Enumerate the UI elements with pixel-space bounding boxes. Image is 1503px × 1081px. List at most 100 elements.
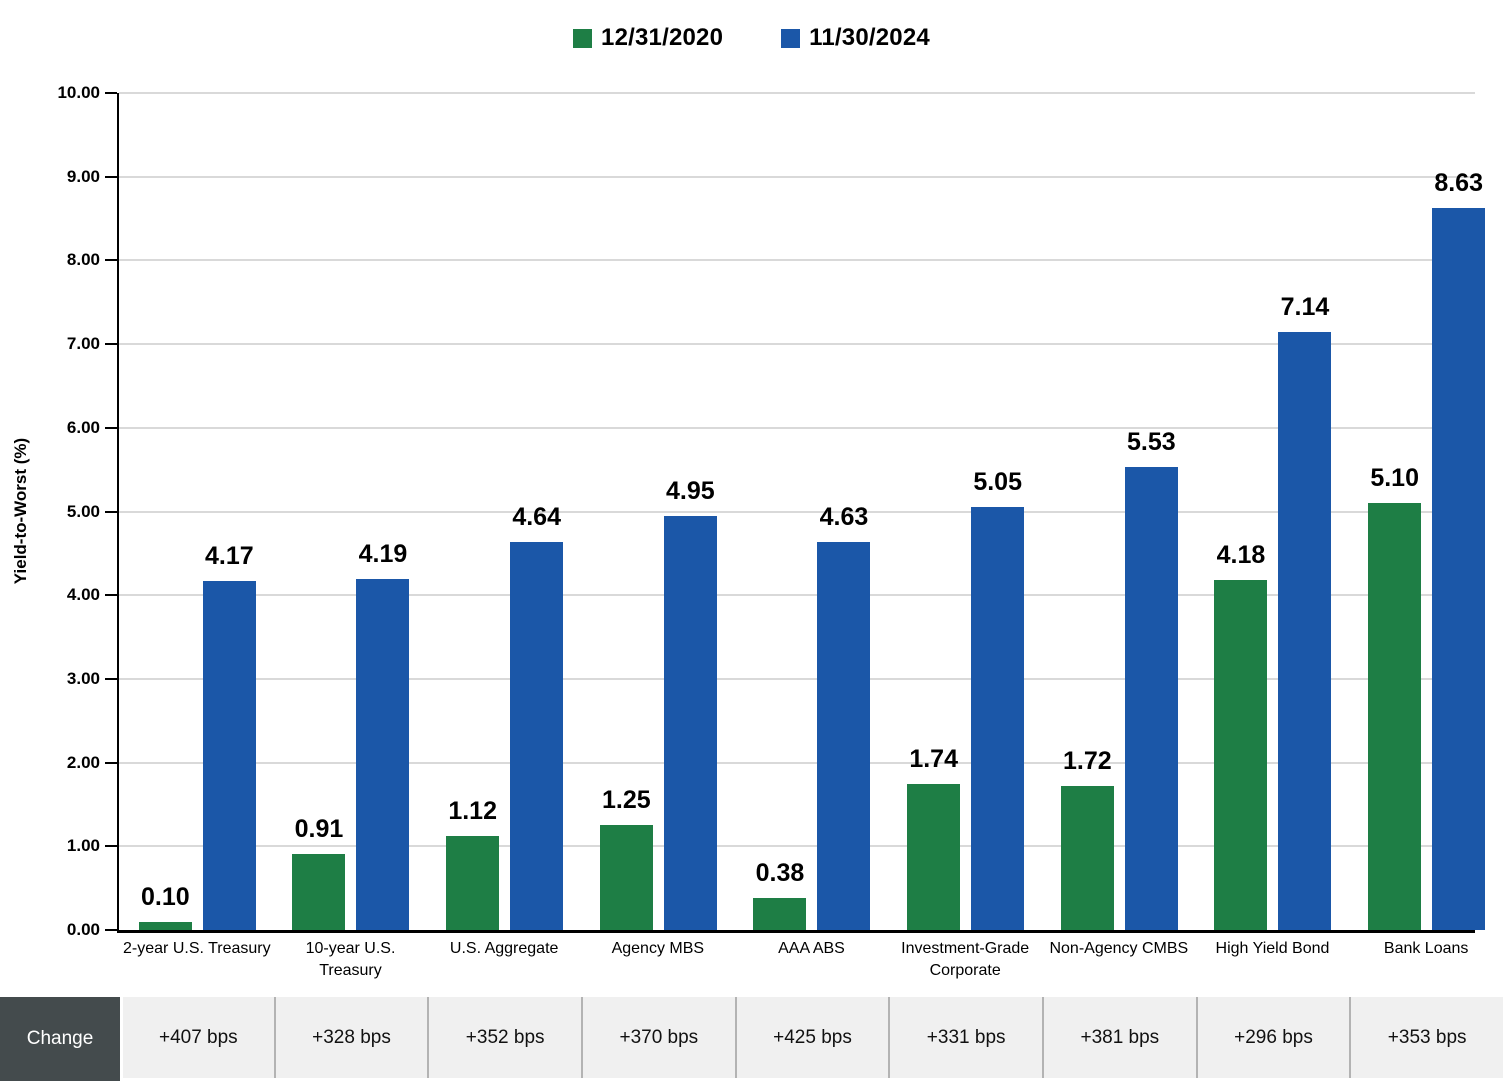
change-cell: +370 bps	[581, 997, 735, 1078]
bar-value-label: 0.38	[755, 859, 805, 888]
bar-blue	[1432, 207, 1486, 930]
bar-blue	[1278, 332, 1332, 930]
gridline	[119, 175, 1475, 178]
bar-value-label: 5.53	[1126, 428, 1176, 457]
y-tick-label: 2.00	[66, 752, 100, 772]
y-tick-label: 0.00	[66, 920, 100, 939]
category-label: Investment-Grade Corporate	[901, 940, 1030, 980]
y-tick-mark	[105, 594, 117, 597]
legend-label: 11/30/2024	[809, 24, 930, 51]
y-tick-label: 3.00	[66, 668, 100, 688]
category-label: 2-year U.S. Treasury	[123, 940, 271, 957]
gridline	[119, 426, 1475, 429]
bar-value-label: 5.05	[973, 468, 1022, 497]
legend-swatch-icon	[573, 28, 593, 48]
y-tick-label: 7.00	[66, 334, 100, 354]
gridline	[119, 510, 1475, 513]
y-tick-mark	[105, 343, 117, 346]
y-tick-mark	[105, 677, 117, 680]
bar-group: 0.38 4.63	[737, 93, 891, 930]
bar-value-label: 4.95	[665, 476, 715, 505]
y-tick-mark	[105, 92, 117, 94]
y-tick-label: 6.00	[66, 417, 100, 437]
category-label: AAA ABS	[778, 940, 845, 957]
gridline	[119, 594, 1475, 597]
category-label: Non-Agency CMBS	[1049, 940, 1189, 957]
bar-green	[907, 784, 961, 930]
bar-green	[1368, 503, 1422, 930]
gridline	[119, 92, 1475, 94]
bar-blue	[356, 579, 410, 930]
bar-blue	[510, 541, 564, 930]
y-tick-mark	[105, 510, 117, 513]
bar-value-label: 4.63	[819, 503, 869, 532]
bar-blue	[817, 542, 871, 930]
chart-legend: 12/31/2020 11/30/2024	[0, 24, 1503, 52]
change-row-header: Change	[0, 997, 120, 1081]
bar-value-label: 4.64	[512, 502, 561, 531]
y-tick-mark	[105, 929, 117, 931]
bar-value-label: 1.12	[448, 797, 497, 826]
bar-value-label: 8.63	[1434, 168, 1483, 197]
y-tick-label: 4.00	[66, 585, 100, 605]
y-tick-label: 10.00	[57, 83, 100, 102]
bar-group: 1.12 4.64	[429, 93, 583, 930]
gridline	[119, 845, 1475, 848]
bar-green	[292, 853, 346, 930]
change-cell: +353 bps	[1349, 997, 1503, 1078]
y-tick-label: 1.00	[66, 836, 100, 856]
bar-value-label: 5.10	[1370, 464, 1419, 493]
bar-green	[138, 921, 192, 930]
change-cell: +328 bps	[273, 997, 428, 1078]
change-cell: +331 bps	[888, 997, 1042, 1078]
bar-green	[599, 825, 653, 930]
plot-area: 0.10 4.17 0.91 4.19 1.12 4.64 1.25 4.95 0.38 4.63…	[117, 92, 1486, 933]
bar-green	[753, 898, 807, 930]
bar-blue	[971, 507, 1025, 930]
category-label: High Yield Bond	[1215, 940, 1330, 957]
gridline	[119, 259, 1475, 262]
bar-blue	[663, 515, 717, 930]
y-axis-title: Yield-to-Worst (%)	[11, 437, 30, 585]
bar-value-label: 4.17	[204, 541, 254, 570]
bar-group: 0.10 4.17	[122, 93, 276, 930]
gridline	[119, 761, 1475, 764]
bar-value-label: 1.72	[1062, 747, 1112, 776]
y-tick-label: 8.00	[66, 250, 100, 270]
bar-group: 1.25 4.95	[583, 93, 737, 930]
change-cell: +425 bps	[734, 997, 889, 1078]
category-label: U.S. Aggregate	[449, 940, 559, 957]
bar-group: 1.74 5.05	[890, 93, 1044, 930]
bar-blue	[202, 580, 256, 930]
bar-value-label: 0.91	[294, 814, 344, 843]
bar-group: 1.72 5.53	[1044, 93, 1198, 930]
bar-green	[1214, 580, 1268, 930]
change-cell: +352 bps	[427, 997, 581, 1078]
bar-group: 0.91 4.19	[276, 93, 430, 930]
gridline	[119, 343, 1475, 346]
change-cell: +381 bps	[1042, 997, 1196, 1078]
bar-value-label: 7.14	[1280, 293, 1330, 322]
category-label: Agency MBS	[611, 940, 705, 957]
legend-label: 12/31/2020	[601, 24, 724, 51]
bar-blue	[1124, 467, 1178, 930]
bar-value-label: 4.19	[358, 540, 408, 569]
y-tick-mark	[105, 845, 117, 848]
legend-item-series-2024: 11/30/2024	[781, 24, 930, 52]
category-label: Bank Loans	[1383, 940, 1469, 957]
bar-green	[446, 836, 500, 930]
bar-group: 5.10 8.63	[1351, 93, 1503, 930]
gridline	[119, 677, 1475, 680]
bar-value-label: 0.10	[140, 882, 190, 911]
y-tick-label: 9.00	[66, 166, 100, 186]
y-tick-mark	[105, 259, 117, 262]
y-tick-mark	[105, 761, 117, 764]
y-tick-mark	[105, 175, 117, 178]
bar-value-label: 1.74	[909, 745, 958, 774]
y-tick-label: 5.00	[66, 501, 100, 521]
bar-green	[1060, 786, 1114, 930]
bar-value-label: 1.25	[601, 786, 651, 815]
y-tick-mark	[105, 426, 117, 429]
change-cell: +407 bps	[120, 997, 274, 1078]
